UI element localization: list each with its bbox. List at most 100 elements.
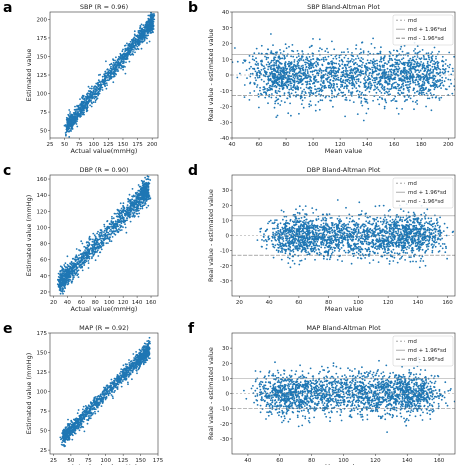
data-point — [409, 72, 412, 75]
data-point — [352, 83, 355, 85]
data-point — [345, 70, 347, 73]
data-point — [349, 99, 351, 102]
data-point — [67, 113, 70, 116]
data-point — [344, 54, 347, 57]
data-point — [318, 38, 321, 41]
data-point — [138, 43, 141, 46]
data-point — [300, 77, 302, 80]
data-point — [351, 81, 354, 83]
data-point — [310, 45, 313, 47]
data-point — [131, 39, 134, 42]
data-point — [393, 64, 395, 66]
data-point — [279, 85, 282, 87]
data-point — [393, 70, 396, 73]
data-point — [134, 51, 136, 54]
data-point — [273, 72, 276, 75]
data-point — [324, 56, 327, 59]
data-point — [289, 79, 291, 81]
data-point — [115, 68, 117, 71]
data-point — [428, 58, 431, 61]
data-point — [394, 61, 397, 64]
data-point — [360, 57, 363, 59]
data-point — [84, 249, 86, 252]
data-point — [98, 232, 101, 234]
data-point — [138, 212, 141, 215]
data-point — [337, 92, 340, 95]
data-point — [310, 66, 313, 69]
data-point — [105, 75, 108, 78]
data-point — [299, 95, 302, 98]
data-point — [79, 116, 81, 118]
data-point — [336, 85, 339, 88]
data-point — [364, 81, 367, 84]
data-point — [425, 68, 427, 70]
data-point — [81, 103, 84, 106]
data-point — [144, 24, 147, 27]
data-point — [296, 50, 299, 52]
data-point — [120, 67, 122, 70]
data-point — [73, 272, 75, 274]
data-point — [277, 84, 279, 86]
data-point — [111, 232, 114, 234]
data-point — [257, 64, 259, 66]
data-point — [372, 53, 375, 56]
data-point — [335, 62, 338, 65]
data-point — [290, 92, 293, 95]
data-point — [100, 241, 103, 244]
data-point — [347, 57, 350, 60]
data-point — [103, 79, 105, 82]
data-point — [438, 50, 440, 53]
data-point — [138, 37, 141, 39]
data-point — [83, 262, 86, 264]
data-point — [278, 81, 281, 83]
data-point — [74, 273, 77, 276]
data-point — [243, 84, 246, 86]
data-point — [319, 67, 321, 70]
data-point — [270, 61, 272, 64]
data-point — [123, 65, 125, 67]
data-point — [330, 99, 332, 102]
data-point — [318, 93, 320, 96]
data-point — [344, 79, 347, 81]
data-point — [120, 59, 123, 62]
data-point — [409, 86, 411, 89]
data-point — [274, 80, 277, 83]
data-point — [91, 247, 94, 250]
data-point — [373, 95, 376, 97]
data-point — [91, 85, 93, 88]
data-point — [364, 72, 367, 75]
data-point — [150, 12, 152, 14]
data-point — [147, 31, 150, 33]
data-point — [288, 60, 290, 63]
data-point — [63, 264, 66, 266]
data-point — [123, 57, 126, 60]
data-point — [117, 58, 119, 61]
data-point — [353, 77, 356, 79]
data-point — [126, 42, 128, 45]
data-point — [91, 252, 94, 255]
x-tick-label: 50 — [61, 142, 68, 148]
data-point — [442, 64, 444, 67]
data-point — [271, 85, 273, 88]
data-point — [126, 219, 128, 222]
data-point — [389, 93, 391, 96]
data-point — [126, 204, 129, 207]
data-point — [388, 82, 390, 85]
data-point — [374, 88, 376, 91]
data-point — [261, 64, 264, 67]
data-point — [337, 63, 340, 65]
data-point — [299, 81, 302, 84]
data-point — [113, 72, 116, 75]
data-point — [365, 70, 367, 73]
y-tick-label: 125 — [37, 73, 48, 79]
y-tick-label: 50 — [40, 129, 47, 135]
data-point — [412, 59, 415, 62]
data-point — [274, 77, 276, 80]
data-point — [390, 71, 393, 74]
data-point — [71, 273, 74, 276]
data-point — [78, 265, 81, 268]
data-point — [321, 48, 323, 51]
data-point — [296, 63, 299, 65]
